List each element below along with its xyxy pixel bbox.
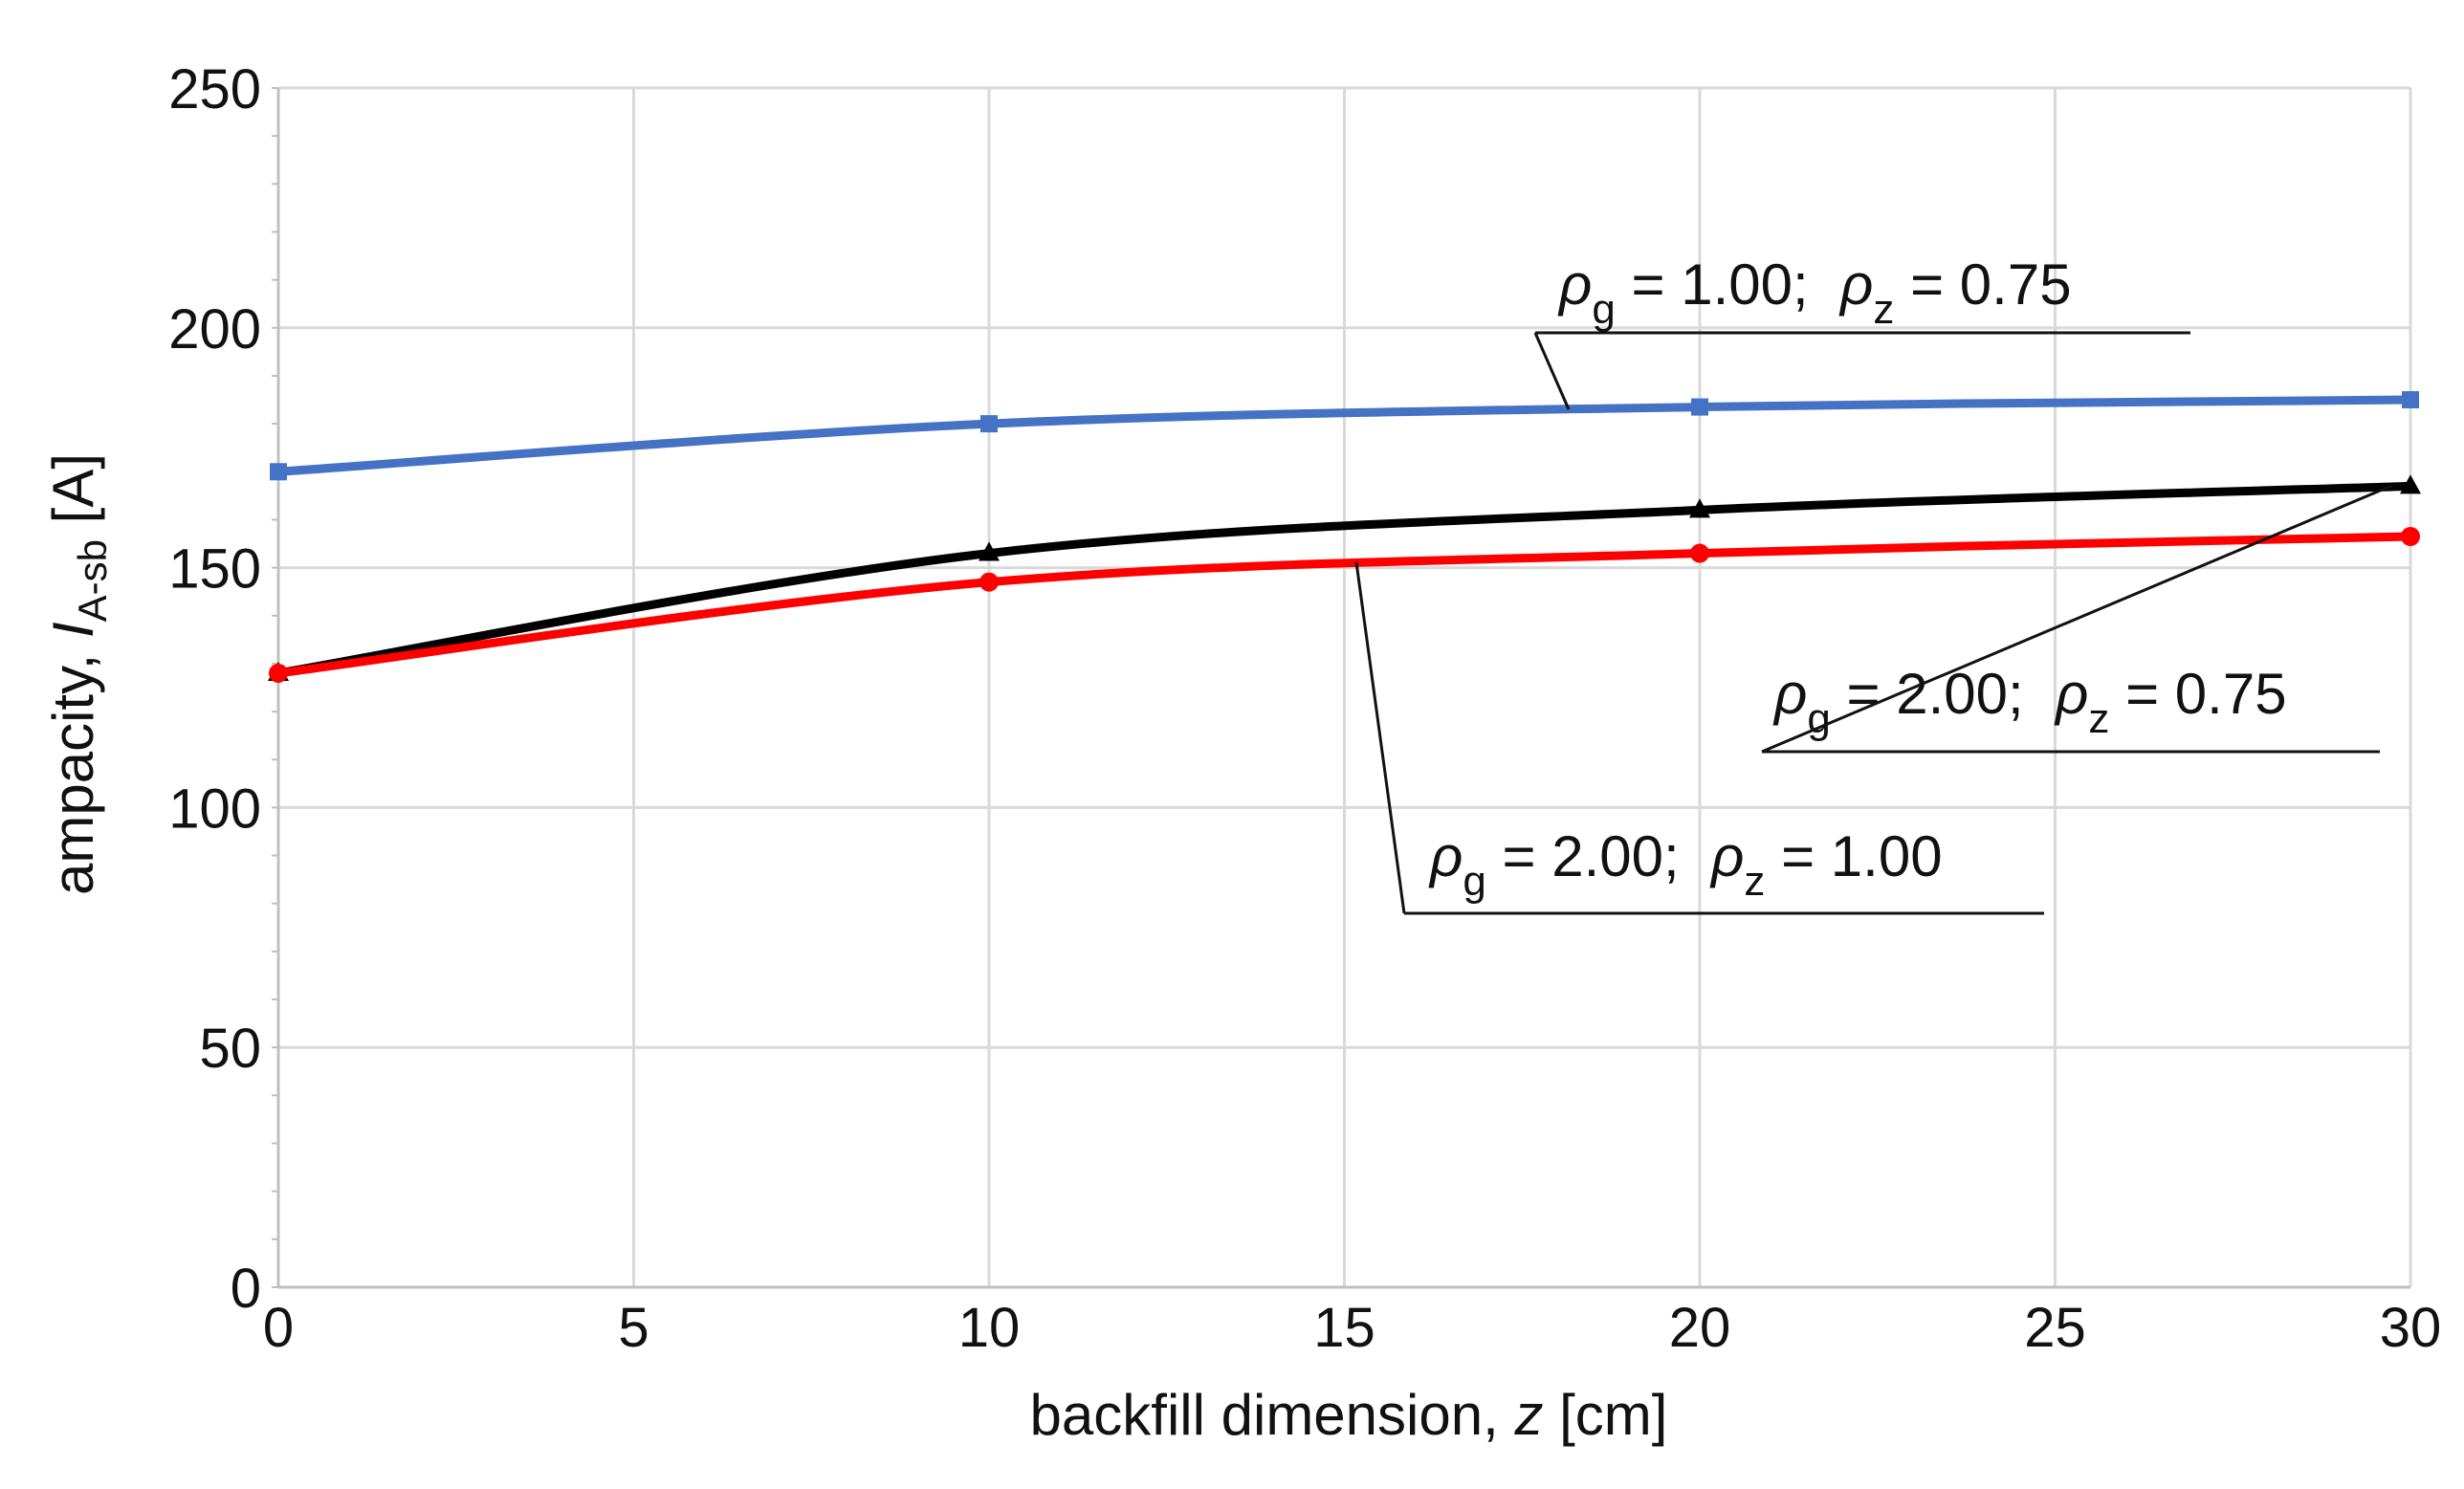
- y-axis-title: ampacity, IA-sb [A]: [41, 453, 115, 895]
- data-point-rho-g-2-rho-z-1: [1690, 543, 1709, 563]
- x-tick-label: 20: [1669, 1297, 1731, 1359]
- annotation-leader: [1761, 484, 2392, 754]
- y-tick-label: 50: [199, 1018, 261, 1080]
- data-point-rho-g-2-rho-z-1: [2401, 526, 2420, 546]
- axes: 0 5 10 15 20 25 30 0 50 100 150 200 250: [168, 58, 2441, 1359]
- annotation-leader: [1354, 561, 1406, 914]
- x-tick-label: 15: [1313, 1297, 1375, 1359]
- series-layer: [274, 395, 2415, 678]
- y-tick-label: 0: [231, 1258, 261, 1320]
- series-line-rho-g-1-rho-z-075: [274, 395, 2415, 476]
- markers-layer: [268, 391, 2421, 683]
- annotation-label-rho-g-1-rho-z-075: ρg = 1.00; ρz = 0.75: [1557, 252, 2072, 333]
- data-point-rho-g-1-rho-z-075: [980, 415, 998, 433]
- x-axis-title: backfill dimension, z [cm]: [1030, 1383, 1668, 1447]
- annotation-label-rho-g-2-rho-z-1: ρg = 2.00; ρz = 1.00: [1428, 824, 1943, 905]
- y-tick-label: 150: [168, 538, 261, 601]
- data-point-rho-g-2-rho-z-1: [269, 663, 288, 683]
- data-point-rho-g-2-rho-z-1: [979, 572, 999, 592]
- annotation-leader: [1533, 332, 1571, 410]
- annotation-label-rho-g-2-rho-z-075: ρg = 2.00; ρz = 0.75: [1772, 662, 2287, 742]
- data-point-rho-g-2-rho-z-075: [1689, 498, 1710, 518]
- x-tick-label: 0: [263, 1297, 294, 1359]
- series-line-rho-g-2-rho-z-1: [274, 532, 2415, 678]
- y-tick-label: 100: [168, 777, 261, 840]
- x-tick-label: 5: [618, 1297, 649, 1359]
- y-tick-label: 250: [168, 58, 261, 120]
- data-point-rho-g-2-rho-z-075: [979, 541, 1000, 561]
- data-point-rho-g-1-rho-z-075: [270, 463, 287, 481]
- data-point-rho-g-1-rho-z-075: [1691, 398, 1708, 416]
- series-line-rho-g-2-rho-z-075: [274, 481, 2415, 678]
- x-tick-label: 10: [958, 1297, 1021, 1359]
- annotations-layer: ρg = 1.00; ρz = 0.75 ρg = 2.00; ρz = 0.75…: [1354, 252, 2392, 915]
- x-tick-label: 25: [2024, 1297, 2086, 1359]
- grid: [278, 86, 2412, 1287]
- y-tick-label: 200: [168, 298, 261, 361]
- x-tick-label: 30: [2380, 1297, 2442, 1359]
- data-point-rho-g-2-rho-z-075: [2400, 474, 2421, 494]
- data-point-rho-g-1-rho-z-075: [2402, 391, 2419, 409]
